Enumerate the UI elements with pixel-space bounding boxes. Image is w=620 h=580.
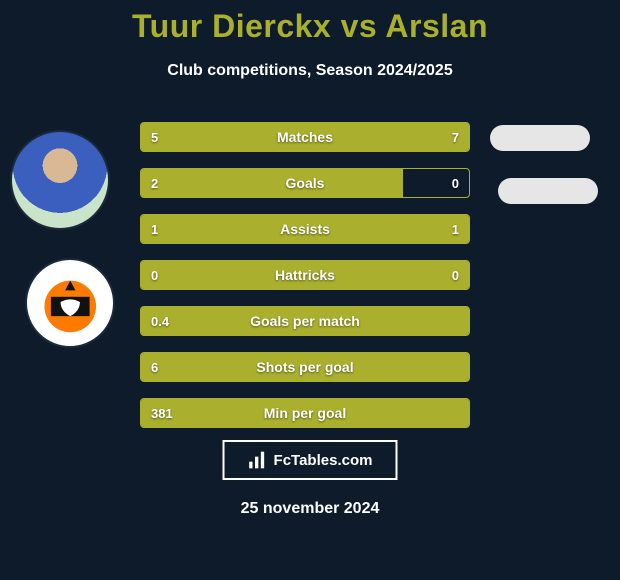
stat-bar-row: Hattricks0 0 <box>140 260 470 290</box>
player-avatar-left <box>10 130 110 230</box>
bar-label: Matches <box>141 123 469 151</box>
bar-label: Min per goal <box>141 399 469 427</box>
pill-decoration-1 <box>490 125 590 151</box>
bar-label: Shots per goal <box>141 353 469 381</box>
bar-value-right: 1 <box>452 215 459 243</box>
stat-bar-row: Goals per match0.4 <box>140 306 470 336</box>
bar-value-left: 381 <box>151 399 173 427</box>
bar-value-left: 5 <box>151 123 158 151</box>
bar-value-left: 0.4 <box>151 307 169 335</box>
page-title: Tuur Dierckx vs Arslan <box>0 8 620 45</box>
bar-value-right: 0 <box>452 261 459 289</box>
stat-bar-row: Goals2 0 <box>140 168 470 198</box>
bar-label: Goals per match <box>141 307 469 335</box>
pill-decoration-2 <box>498 178 598 204</box>
bar-value-left: 2 <box>151 169 158 197</box>
club-crest-icon <box>38 271 103 336</box>
brand-text: FcTables.com <box>274 452 373 469</box>
player-avatar-right <box>25 258 115 348</box>
stat-bar-row: Matches5 7 <box>140 122 470 152</box>
stat-bar-row: Assists1 1 <box>140 214 470 244</box>
bar-label: Goals <box>141 169 469 197</box>
bar-value-right: 7 <box>452 123 459 151</box>
bar-value-left: 6 <box>151 353 158 381</box>
stat-bar-row: Shots per goal6 <box>140 352 470 382</box>
bar-value-left: 1 <box>151 215 158 243</box>
brand-box[interactable]: FcTables.com <box>223 440 398 480</box>
comparison-card: Tuur Dierckx vs Arslan Club competitions… <box>0 0 620 580</box>
bar-value-right: 0 <box>452 169 459 197</box>
page-date: 25 november 2024 <box>0 500 620 518</box>
bar-label: Assists <box>141 215 469 243</box>
page-subtitle: Club competitions, Season 2024/2025 <box>0 62 620 80</box>
bar-value-left: 0 <box>151 261 158 289</box>
bar-label: Hattricks <box>141 261 469 289</box>
chart-icon <box>248 450 268 470</box>
stat-bar-row: Min per goal381 <box>140 398 470 428</box>
stat-bars: Matches57Goals20Assists11Hattricks00Goal… <box>140 122 470 444</box>
